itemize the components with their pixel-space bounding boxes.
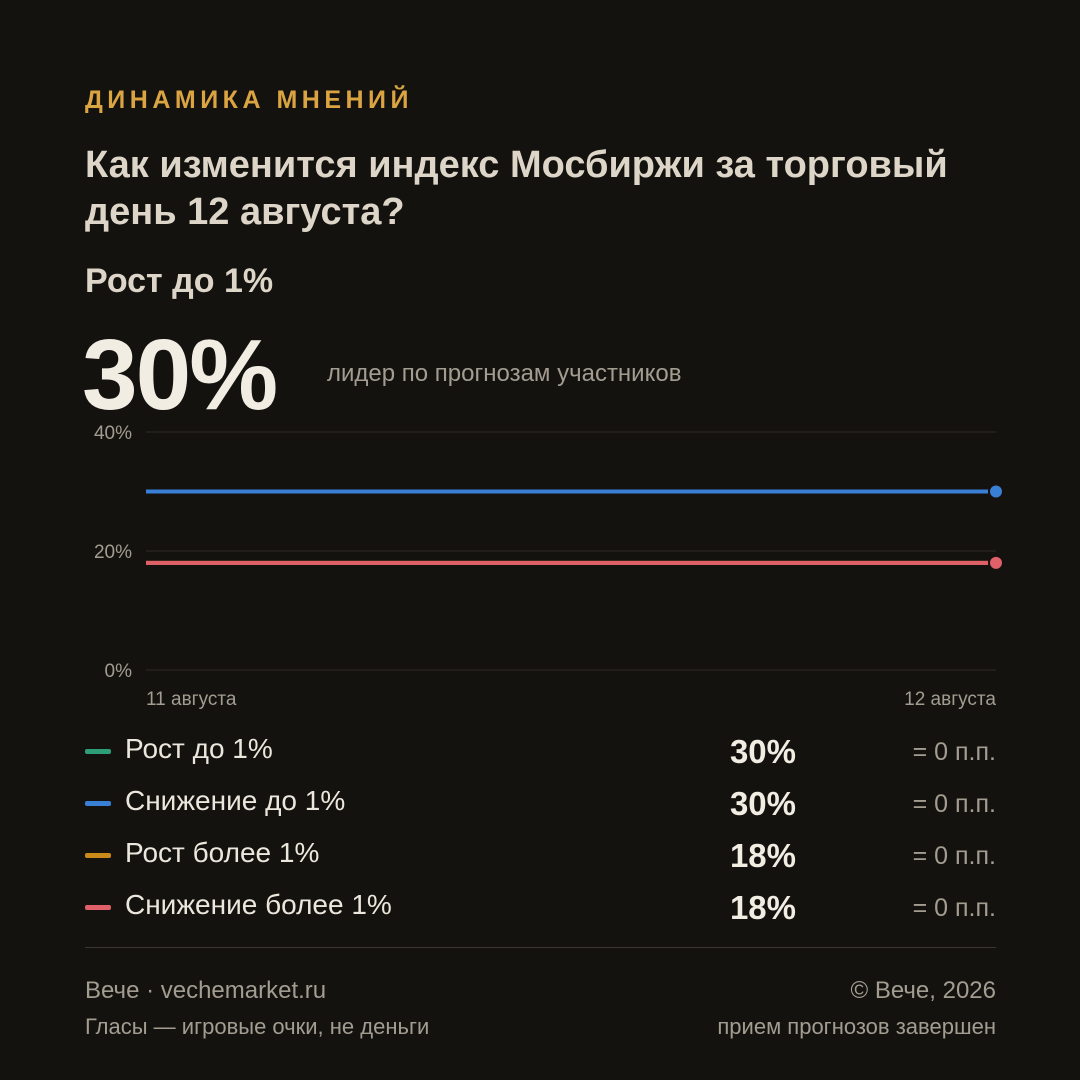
legend-delta: = 0 п.п. bbox=[912, 790, 996, 818]
legend-swatch bbox=[85, 801, 111, 806]
x-tick-label: 12 августа bbox=[904, 689, 996, 710]
y-tick-label: 40% bbox=[94, 423, 132, 444]
legend-swatch bbox=[85, 853, 111, 858]
divider bbox=[85, 947, 996, 948]
legend-value: 30% bbox=[729, 785, 796, 822]
legend-name: Снижение более 1% bbox=[125, 889, 392, 920]
section-kicker: ДИНАМИКА МНЕНИЙ bbox=[85, 86, 413, 114]
legend-item: Снижение до 1% 30% = 0 п.п. bbox=[85, 782, 996, 834]
page-title: Как изменится индекс Мосбиржи за торговы… bbox=[85, 144, 948, 233]
legend-delta: = 0 п.п. bbox=[912, 842, 996, 870]
legend-value: 18% bbox=[729, 889, 796, 926]
leader-label: Рост до 1% bbox=[85, 262, 274, 300]
legend-name: Рост более 1% bbox=[125, 837, 320, 868]
y-tick-label: 20% bbox=[94, 542, 132, 563]
legend: Рост до 1% 30% = 0 п.п. Снижение до 1% 3… bbox=[85, 730, 996, 938]
y-tick-label: 0% bbox=[105, 661, 133, 682]
legend-name: Снижение до 1% bbox=[125, 785, 346, 816]
legend-item: Рост более 1% 18% = 0 п.п. bbox=[85, 834, 996, 886]
legend-value: 30% bbox=[729, 733, 796, 770]
leader-caption: лидер по прогнозам участников bbox=[327, 360, 682, 387]
footer-note: Гласы — игровые очки, не деньги bbox=[85, 1014, 430, 1039]
legend-swatch bbox=[85, 905, 111, 910]
legend-delta: = 0 п.п. bbox=[912, 894, 996, 922]
footer-brand: Вече · vechemarket.ru bbox=[85, 977, 327, 1004]
leader-value: 30% bbox=[82, 319, 278, 431]
series-end-point bbox=[988, 554, 1004, 571]
legend-item: Рост до 1% 30% = 0 п.п. bbox=[85, 730, 996, 782]
legend-item: Снижение более 1% 18% = 0 п.п. bbox=[85, 886, 996, 938]
footer-copyright: © Вече, 2026 bbox=[850, 977, 997, 1004]
line-chart: 0% 20% 40% 11 августа 12 августа bbox=[94, 423, 1004, 710]
footer-status: прием прогнозов завершен bbox=[717, 1014, 996, 1039]
series-end-point bbox=[988, 483, 1004, 500]
x-tick-label: 11 августа bbox=[146, 689, 237, 710]
legend-name: Рост до 1% bbox=[125, 733, 273, 764]
legend-value: 18% bbox=[729, 837, 796, 874]
legend-delta: = 0 п.п. bbox=[912, 738, 996, 766]
legend-swatch bbox=[85, 749, 111, 754]
